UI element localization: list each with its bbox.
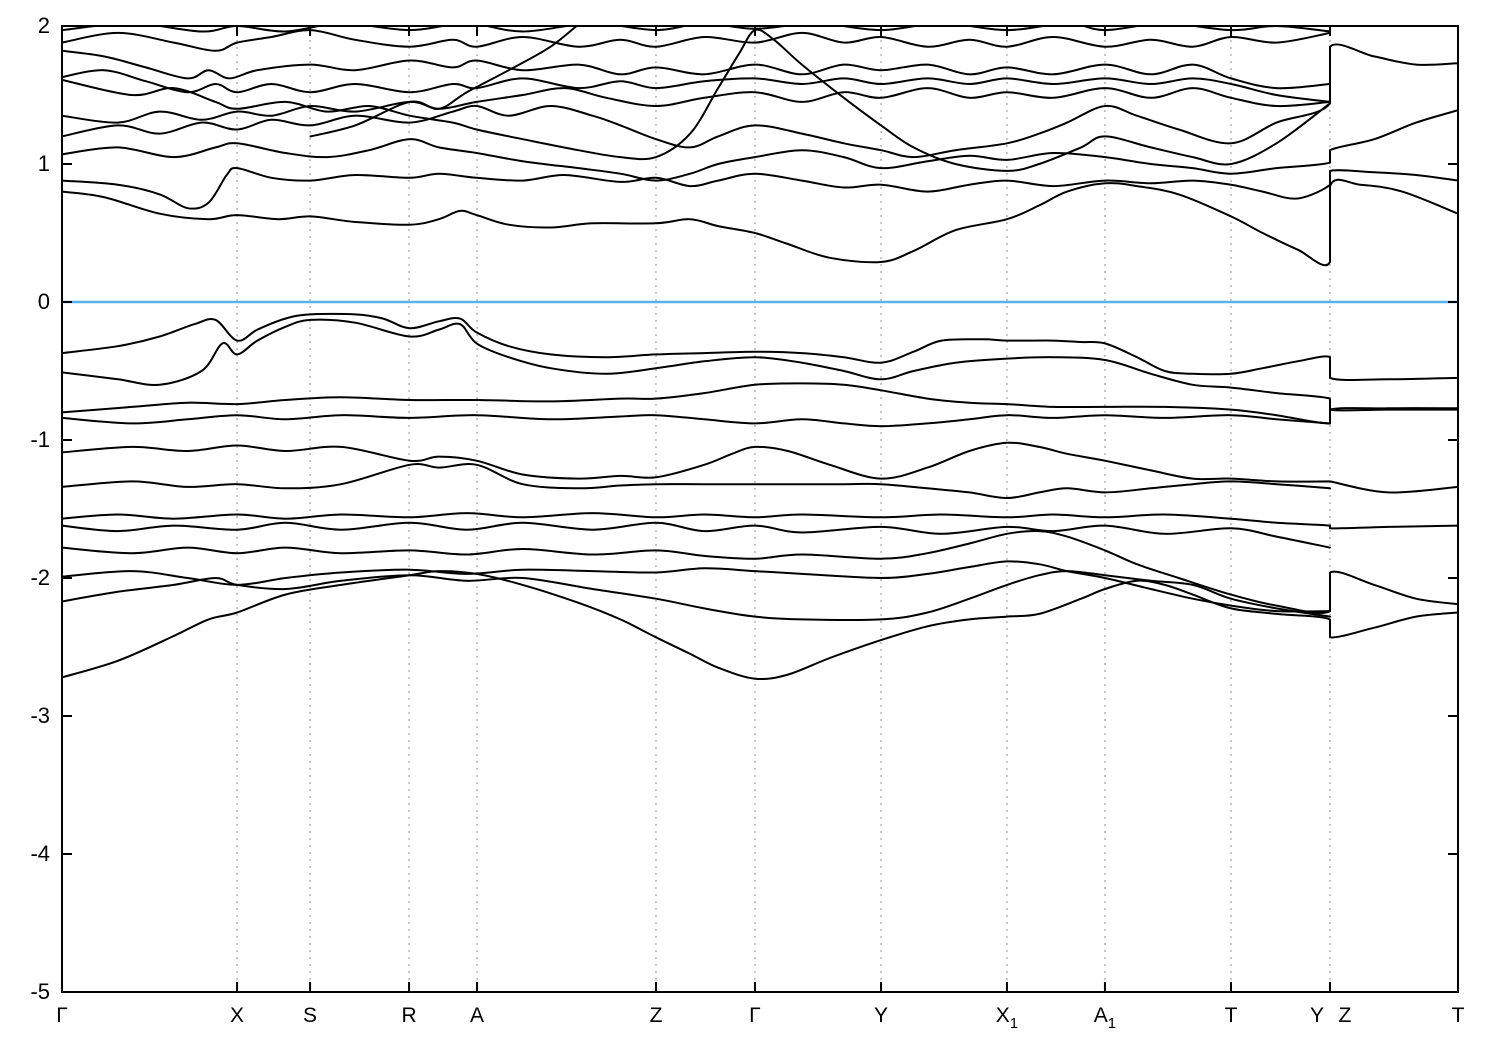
band-curve [62,43,1458,159]
band-curve [62,529,1458,614]
kpoint-label: S [303,1004,317,1027]
kpoint-label: A [470,1004,484,1027]
band-curve [62,69,1331,103]
band-curve [62,463,1331,499]
kpoint-label: Y [874,1004,888,1027]
kpoint-label: X [230,1004,244,1027]
y-tick-label: -3 [30,703,50,728]
y-tick-label: -2 [30,565,50,590]
band-curve [62,167,1458,210]
band-curve [62,521,1331,549]
kpoint-label: T [1452,1004,1465,1027]
band-curve [62,26,1331,33]
plot-frame [61,25,1459,993]
kpoint-label: Z [1339,1004,1352,1027]
band-curve [62,414,1331,428]
kpoint-label: T [1225,1004,1238,1027]
y-tick-label: -1 [30,427,50,452]
y-tick-label: 0 [38,289,50,314]
y-tick-label: 2 [38,13,50,38]
band-curve [62,441,1458,494]
band-curve [62,178,1458,267]
kpoint-label: X1 [996,1004,1018,1032]
band-curve [62,109,1458,182]
band-curve [62,312,1458,381]
kpoint-label: R [401,1004,416,1027]
kpoint-label: Z [650,1004,663,1027]
band-curve [62,49,1331,90]
band-curve [62,318,1458,412]
kpoint-label: A1 [1094,1004,1116,1032]
kpoint-label: Γ [749,1004,761,1027]
band-curve [309,26,579,138]
band-curve [62,570,1331,622]
band-curve [62,29,1331,52]
kpoint-label: Y [1310,1004,1324,1027]
y-tick-label: 1 [38,151,50,176]
y-tick-label: -5 [30,979,50,1004]
kpoint-label: Γ [56,1004,68,1027]
band-curve [62,382,1458,425]
band-curve [62,512,1458,530]
band-curve [62,87,1331,124]
bands-group [62,26,1458,681]
y-tick-label: -4 [30,841,50,866]
band-curve [62,570,1458,681]
band-curve [62,560,1331,613]
